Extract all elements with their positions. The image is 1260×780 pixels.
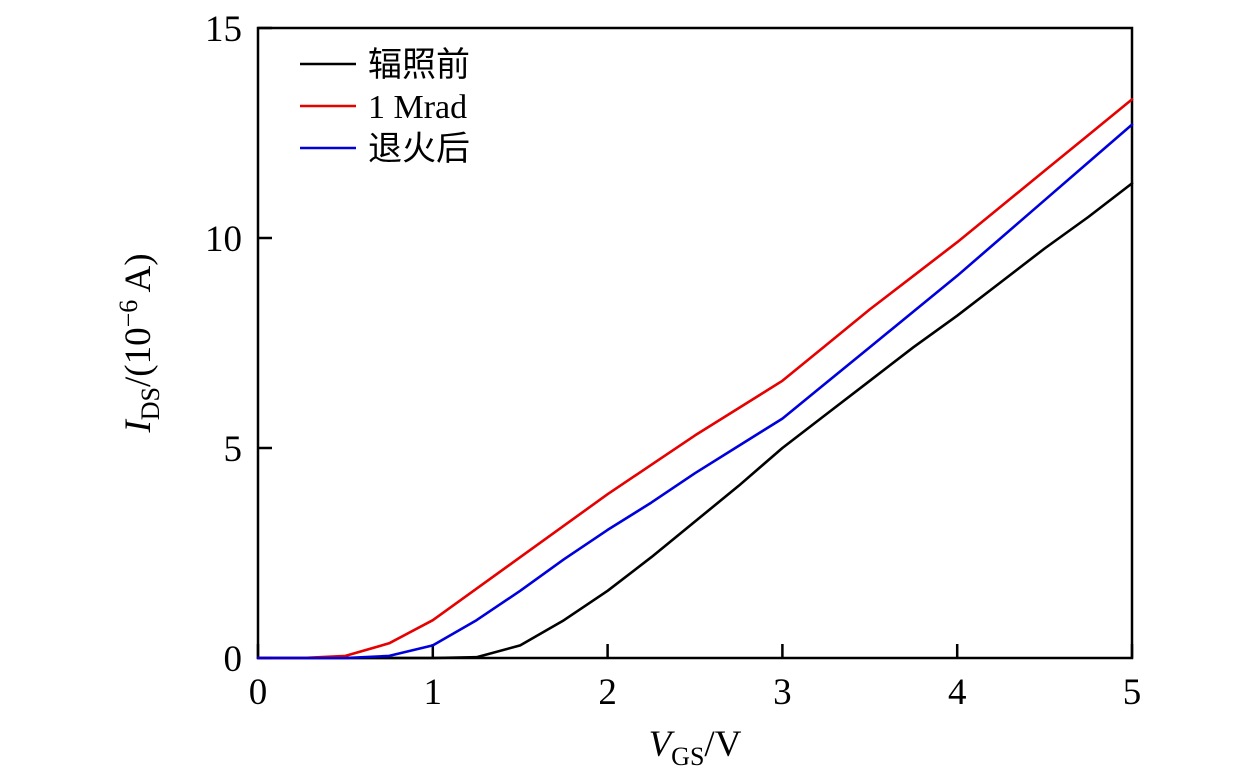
legend-item: 退火后 — [300, 131, 470, 168]
y-tick-label: 15 — [205, 9, 242, 50]
legend-item: 1 Mrad — [300, 89, 467, 126]
legend-item: 辐照前 — [300, 46, 470, 84]
curve-post-anneal — [256, 123, 1134, 660]
x-tick-label: 2 — [598, 672, 617, 713]
curve-pre-irradiation — [256, 182, 1134, 660]
x-tick-label: 1 — [424, 672, 443, 713]
y-axis-label: IDS/(10−6 A) — [114, 253, 165, 433]
y-tick-label: 10 — [205, 219, 242, 260]
y-tick-label: 5 — [224, 429, 243, 470]
y-tick-label: 0 — [224, 639, 243, 680]
x-tick-label: 3 — [773, 672, 792, 713]
plot-frame — [256, 26, 1134, 660]
legend-label: 辐照前 — [368, 46, 470, 84]
legend-label: 1 Mrad — [368, 89, 467, 126]
x-tick-label: 4 — [948, 672, 967, 713]
curve-1mrad — [256, 98, 1134, 660]
x-axis-label: VGS/V — [649, 724, 742, 771]
x-tick-label: 5 — [1123, 672, 1142, 713]
x-tick-label: 0 — [249, 672, 268, 713]
legend-label: 退火后 — [368, 131, 470, 168]
